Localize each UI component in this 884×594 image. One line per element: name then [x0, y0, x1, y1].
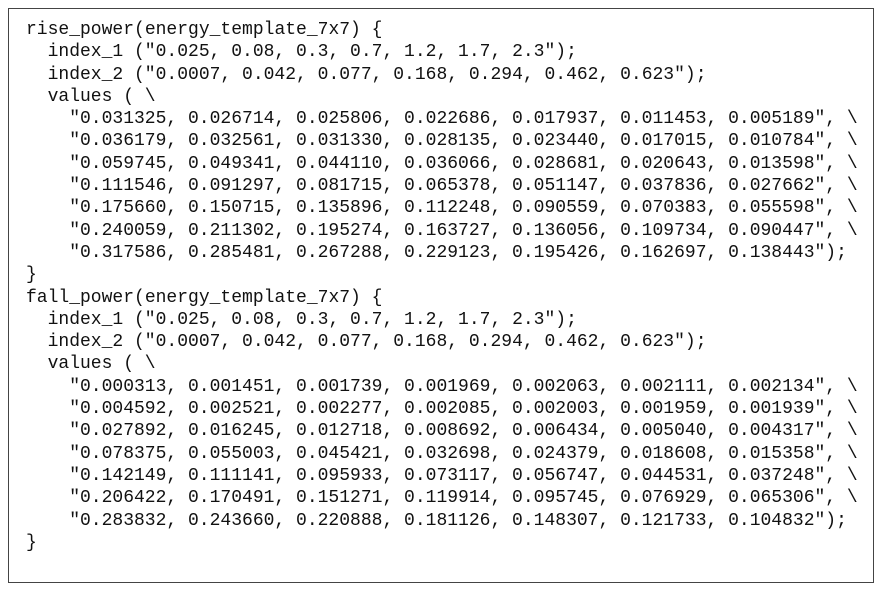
values-row: "0.078375, 0.055003, 0.045421, 0.032698,… — [69, 443, 858, 464]
block-header: rise_power(energy_template_7x7) { — [26, 20, 383, 40]
values-open: values ( \ — [47, 354, 156, 375]
values-row: "0.031325, 0.026714, 0.025806, 0.022686,… — [69, 109, 858, 130]
values-row: "0.175660, 0.150715, 0.135896, 0.112248,… — [69, 198, 858, 219]
index-line: index_2 ("0.0007, 0.042, 0.077, 0.168, 0… — [47, 64, 707, 85]
values-row: "0.283832, 0.243660, 0.220888, 0.181126,… — [69, 510, 847, 531]
values-row: "0.317586, 0.285481, 0.267288, 0.229123,… — [69, 242, 847, 263]
values-row: "0.027892, 0.016245, 0.012718, 0.008692,… — [69, 421, 858, 442]
block-close: } — [26, 532, 37, 553]
values-row: "0.142149, 0.111141, 0.095933, 0.073117,… — [69, 465, 858, 486]
values-row: "0.206422, 0.170491, 0.151271, 0.119914,… — [69, 488, 858, 509]
code-listing: rise_power(energy_template_7x7) {index_1… — [26, 19, 858, 554]
values-row: "0.036179, 0.032561, 0.031330, 0.028135,… — [69, 131, 858, 152]
index-line: index_1 ("0.025, 0.08, 0.3, 0.7, 1.2, 1.… — [47, 309, 577, 330]
values-row: "0.240059, 0.211302, 0.195274, 0.163727,… — [69, 220, 858, 241]
values-row: "0.004592, 0.002521, 0.002277, 0.002085,… — [69, 399, 858, 420]
values-row: "0.000313, 0.001451, 0.001739, 0.001969,… — [69, 376, 858, 397]
index-line: index_1 ("0.025, 0.08, 0.3, 0.7, 1.2, 1.… — [47, 42, 577, 63]
block-header: fall_power(energy_template_7x7) { — [26, 287, 383, 308]
values-row: "0.059745, 0.049341, 0.044110, 0.036066,… — [69, 153, 858, 174]
values-open: values ( \ — [47, 86, 156, 107]
block-close: } — [26, 265, 37, 286]
index-line: index_2 ("0.0007, 0.042, 0.077, 0.168, 0… — [47, 332, 707, 353]
code-frame — [8, 8, 874, 583]
values-row: "0.111546, 0.091297, 0.081715, 0.065378,… — [69, 176, 858, 197]
